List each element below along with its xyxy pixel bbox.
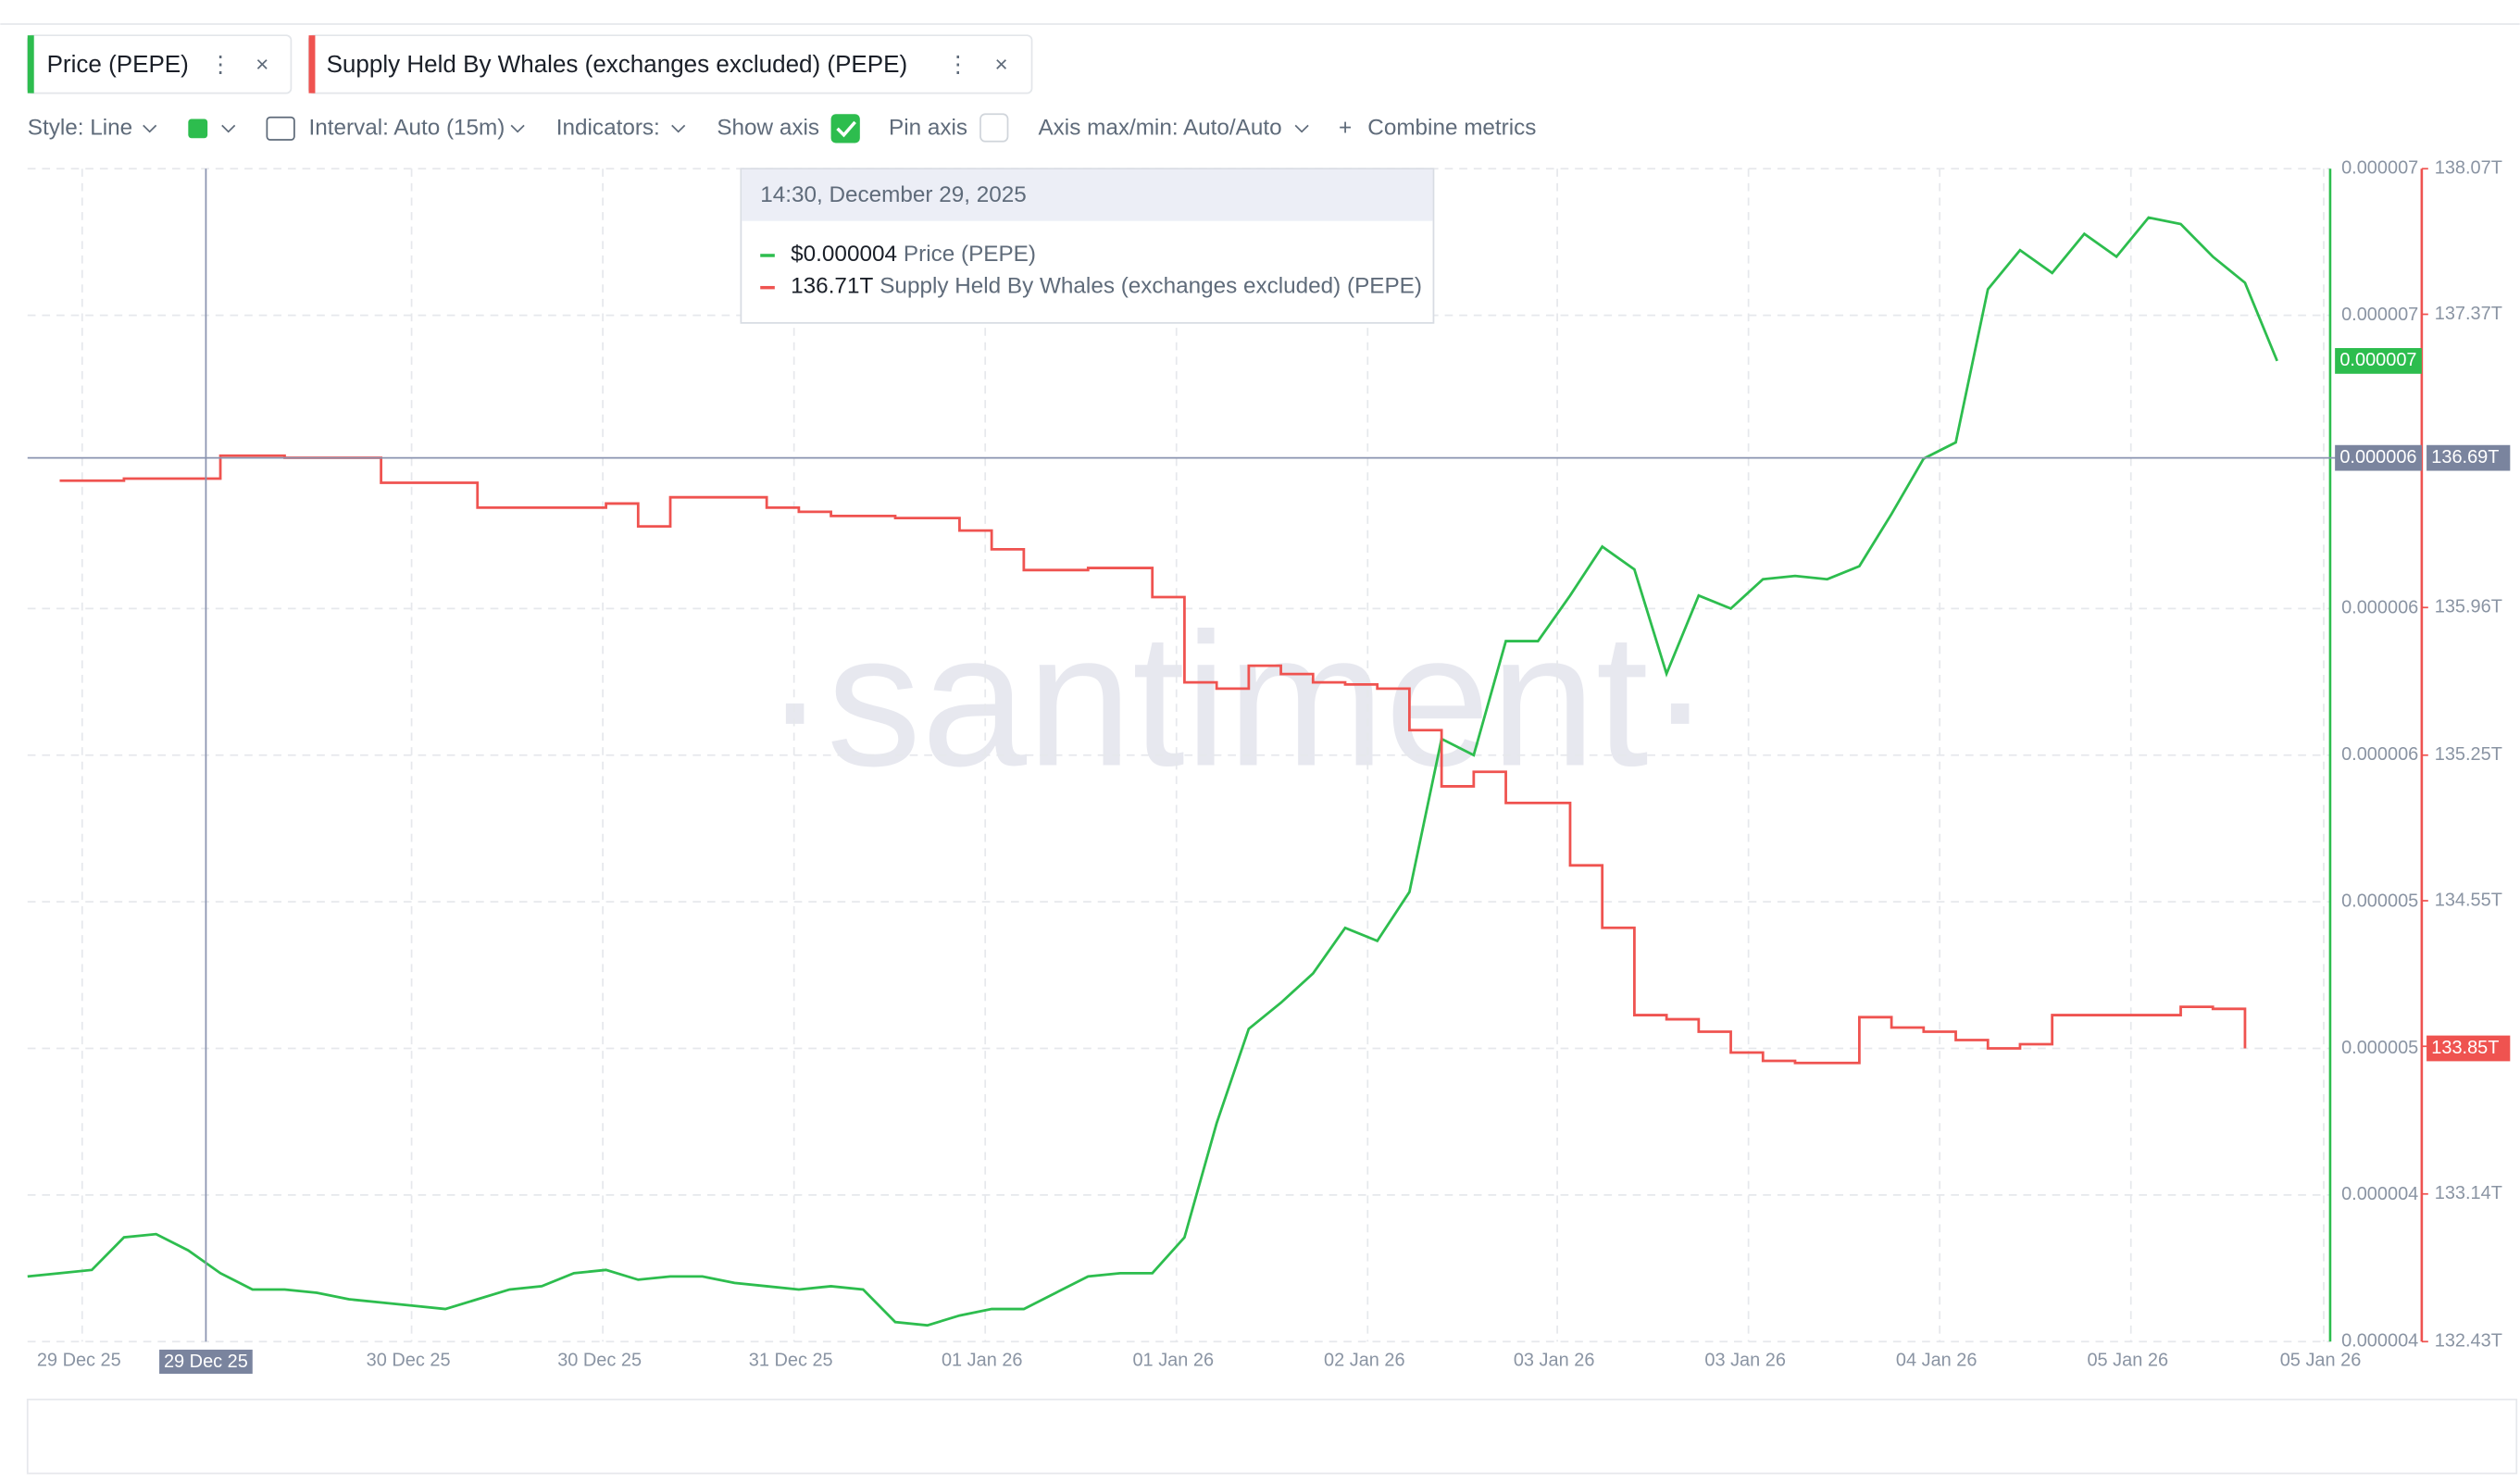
svg-text:⋮: ⋮ bbox=[947, 53, 969, 78]
y-tick-label: 0.000006 bbox=[2341, 598, 2418, 618]
supply-current-badge-bg bbox=[2426, 1035, 2511, 1062]
svg-text:×: × bbox=[256, 53, 268, 78]
y2-tick-label: 135.25T bbox=[2435, 744, 2502, 765]
indicators-dropdown[interactable]: Indicators: bbox=[556, 115, 660, 140]
show-axis-label[interactable]: Show axis bbox=[717, 115, 819, 140]
svg-text:×: × bbox=[994, 53, 1007, 78]
tooltip-date: 14:30, December 29, 2025 bbox=[760, 182, 1027, 207]
price-current-badge-bg bbox=[2335, 348, 2422, 374]
x-tick-label: 01 Jan 26 bbox=[1132, 1350, 1214, 1370]
interval-dropdown[interactable]: Interval: Auto (15m) bbox=[308, 115, 505, 140]
x-tick-label: 05 Jan 26 bbox=[2280, 1350, 2362, 1370]
x-cursor-label: 29 Dec 25 bbox=[164, 1352, 248, 1372]
x-tick-label: 03 Jan 26 bbox=[1704, 1350, 1786, 1370]
y-tick-label: 0.000005 bbox=[2341, 891, 2418, 911]
supply-cursor-badge-bg bbox=[2426, 444, 2511, 471]
tooltip-value: 136.71T bbox=[791, 274, 873, 299]
y-tick-label: 0.000007 bbox=[2341, 305, 2418, 325]
y2-tick-label: 135.96T bbox=[2435, 597, 2502, 617]
price-cursor-badge: 0.000006 bbox=[2339, 447, 2416, 467]
tab-label[interactable]: Price (PEPE) bbox=[47, 50, 189, 78]
tab-label[interactable]: Supply Held By Whales (exchanges exclude… bbox=[327, 50, 908, 78]
y2-tick-label: 138.07T bbox=[2435, 158, 2502, 179]
show-axis-checkbox[interactable] bbox=[830, 114, 860, 143]
tooltip-metric: Supply Held By Whales (exchanges exclude… bbox=[880, 274, 1422, 299]
tooltip-value: $0.000004 bbox=[791, 242, 897, 267]
toolbar: Style: Line Interval: Auto (15m) Indicat… bbox=[28, 113, 1536, 143]
pin-axis-checkbox[interactable] bbox=[979, 113, 1009, 143]
supply-cursor-badge: 136.69T bbox=[2431, 447, 2499, 467]
y-tick-label: 0.000005 bbox=[2341, 1038, 2418, 1058]
svg-text:⋮: ⋮ bbox=[209, 53, 231, 78]
x-tick-label: 31 Dec 25 bbox=[749, 1350, 833, 1370]
axis-minmax-dropdown[interactable]: Axis max/min: Auto/Auto bbox=[1038, 115, 1281, 140]
price-cursor-badge-bg bbox=[2335, 444, 2422, 471]
price-current-badge: 0.000007 bbox=[2339, 350, 2416, 370]
tooltip-row: $0.000004 Price (PEPE) bbox=[791, 242, 1036, 267]
tooltip-metric: Price (PEPE) bbox=[904, 242, 1036, 267]
x-tick-label: 29 Dec 25 bbox=[37, 1350, 121, 1370]
y-tick-label: 0.000007 bbox=[2341, 158, 2418, 179]
x-tick-label: 02 Jan 26 bbox=[1324, 1350, 1405, 1370]
pin-axis-label[interactable]: Pin axis bbox=[889, 115, 967, 140]
y2-tick-label: 134.55T bbox=[2435, 890, 2502, 910]
x-tick-label: 05 Jan 26 bbox=[2087, 1350, 2168, 1370]
supply-current-badge: 133.85T bbox=[2431, 1038, 2499, 1058]
style-dropdown[interactable]: Style: Line bbox=[28, 115, 132, 140]
y2-tick-label: 133.14T bbox=[2435, 1183, 2502, 1203]
y-tick-label: 0.000004 bbox=[2341, 1331, 2418, 1352]
x-tick-label: 30 Dec 25 bbox=[367, 1350, 451, 1370]
svg-text:+: + bbox=[1339, 115, 1352, 140]
tooltip-header bbox=[742, 169, 1433, 221]
x-tick-label: 03 Jan 26 bbox=[1514, 1350, 1595, 1370]
y-tick-label: 0.000004 bbox=[2341, 1184, 2418, 1204]
series-line bbox=[59, 454, 2247, 1065]
metric-tab[interactable]: Price (PEPE) ⋮ × bbox=[26, 34, 293, 94]
y2-tick-label: 137.37T bbox=[2435, 304, 2502, 324]
y-tick-label: 0.000006 bbox=[2341, 744, 2418, 765]
x-tick-label: 01 Jan 26 bbox=[942, 1350, 1023, 1370]
series-line bbox=[27, 216, 2278, 1327]
metric-tab[interactable]: Supply Held By Whales (exchanges exclude… bbox=[307, 34, 1033, 94]
combine-metrics[interactable]: Combine metrics bbox=[1367, 115, 1536, 140]
x-cursor-badge bbox=[159, 1349, 253, 1374]
minimap[interactable] bbox=[26, 1398, 2518, 1475]
tooltip: 14:30, December 29, 2025 $0.000004 Price (… bbox=[740, 168, 1435, 324]
tooltip-row: 136.71T Supply Held By Whales (exchanges … bbox=[791, 274, 1422, 299]
x-tick-label: 30 Dec 25 bbox=[557, 1350, 642, 1370]
x-tick-label: 04 Jan 26 bbox=[1896, 1350, 1977, 1370]
watermark: ·santiment· bbox=[764, 594, 1712, 805]
color-picker[interactable] bbox=[188, 118, 208, 139]
y2-tick-label: 132.43T bbox=[2435, 1331, 2502, 1352]
